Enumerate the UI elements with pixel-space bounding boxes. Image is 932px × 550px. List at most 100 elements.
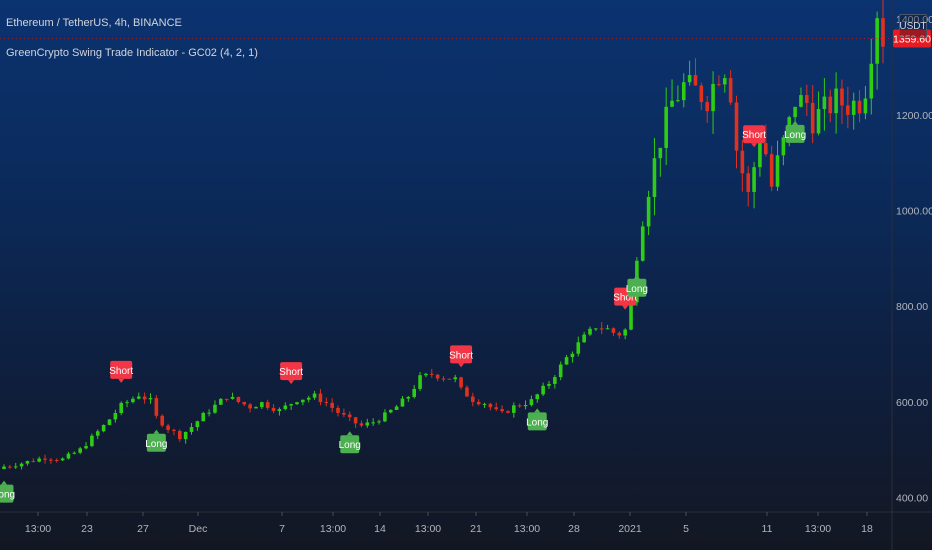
signal-text: Long — [0, 490, 15, 501]
candle — [857, 100, 862, 114]
x-tick-label: 28 — [568, 523, 580, 535]
candle — [101, 424, 106, 432]
candle — [383, 412, 387, 422]
candle — [681, 82, 686, 101]
candle — [13, 466, 18, 468]
candle — [863, 98, 868, 114]
candle — [142, 396, 147, 400]
short-signal-label[interactable] — [110, 360, 133, 379]
candle — [54, 460, 59, 462]
candle — [31, 460, 36, 462]
long-signal-pointer — [1, 480, 7, 485]
signal-text: Long — [339, 440, 361, 451]
long-signal-label[interactable] — [785, 124, 805, 143]
candle — [658, 147, 663, 159]
candle — [576, 342, 581, 354]
candle — [166, 425, 170, 430]
candle — [488, 403, 493, 408]
candle — [851, 100, 856, 115]
short-signal-label[interactable] — [280, 362, 303, 381]
candle — [623, 329, 627, 336]
signal-text: Short — [742, 130, 766, 141]
short-signal-label[interactable] — [450, 345, 473, 364]
y-tick-label: 600.00 — [896, 397, 928, 409]
candle — [224, 398, 229, 400]
long-signal-label[interactable] — [527, 412, 547, 431]
long-signal-label[interactable] — [0, 484, 14, 503]
candle — [388, 409, 393, 413]
candle — [447, 378, 452, 380]
candle — [371, 422, 375, 424]
long-signal-pointer — [633, 274, 640, 279]
candle — [717, 83, 721, 85]
candle — [652, 158, 657, 197]
currency-unit-button[interactable]: USDT — [899, 14, 927, 38]
candle — [418, 375, 422, 389]
candle — [2, 466, 6, 469]
candle — [377, 421, 381, 423]
candle — [799, 95, 803, 107]
candle — [728, 78, 733, 103]
candle — [564, 357, 569, 365]
candle — [72, 452, 77, 454]
candle — [95, 431, 100, 436]
signal-text: Short — [449, 350, 473, 361]
candle — [805, 95, 809, 103]
candle — [523, 405, 528, 407]
candle — [289, 404, 293, 406]
candle — [640, 226, 645, 261]
candle — [500, 409, 504, 412]
candle — [43, 458, 47, 460]
y-tick-label: 800.00 — [896, 301, 928, 313]
candle — [547, 383, 551, 386]
candle — [617, 332, 622, 336]
candle — [517, 405, 522, 407]
long-signal-label[interactable] — [146, 433, 166, 452]
candle — [25, 460, 30, 464]
indicator-title[interactable]: GreenCrypto Swing Trade Indicator - GC02… — [6, 47, 258, 59]
candle — [342, 412, 346, 415]
short-signal-pointer — [118, 378, 125, 383]
candle — [512, 405, 516, 413]
candle — [242, 401, 247, 405]
y-tick-label: 1400.00 — [896, 14, 932, 26]
candle — [37, 458, 41, 462]
candle — [629, 302, 633, 330]
candle — [529, 399, 534, 406]
current-price-tag[interactable] — [893, 29, 931, 48]
candle — [435, 374, 440, 379]
candle — [711, 83, 715, 112]
candle — [230, 396, 235, 399]
long-signal-label[interactable] — [627, 278, 647, 297]
candle — [769, 154, 774, 187]
signal-text: Short — [613, 293, 637, 304]
candle — [119, 402, 123, 414]
candle — [90, 435, 94, 447]
signal-text: Short — [109, 366, 133, 377]
candle — [107, 419, 112, 425]
x-tick-label: 13:00 — [805, 523, 831, 535]
candle — [834, 88, 838, 114]
candle — [189, 427, 194, 432]
symbol-title[interactable]: Ethereum / TetherUS, 4h, BINANCE — [6, 17, 182, 29]
candle — [49, 459, 53, 461]
candle — [154, 398, 159, 416]
candle — [553, 377, 557, 384]
x-tick-label: 27 — [137, 523, 149, 535]
candle — [740, 150, 745, 174]
candle — [506, 411, 510, 413]
candle — [558, 364, 563, 378]
candle — [412, 388, 416, 397]
short-signal-label[interactable] — [743, 125, 766, 144]
long-signal-label[interactable] — [340, 435, 360, 454]
x-tick-label: 18 — [861, 523, 873, 535]
candle — [570, 353, 575, 358]
candle — [875, 18, 879, 64]
short-signal-pointer — [288, 380, 295, 385]
candle — [131, 398, 135, 403]
x-tick-label: 23 — [81, 523, 93, 535]
candle — [125, 402, 129, 404]
candle — [248, 404, 252, 409]
